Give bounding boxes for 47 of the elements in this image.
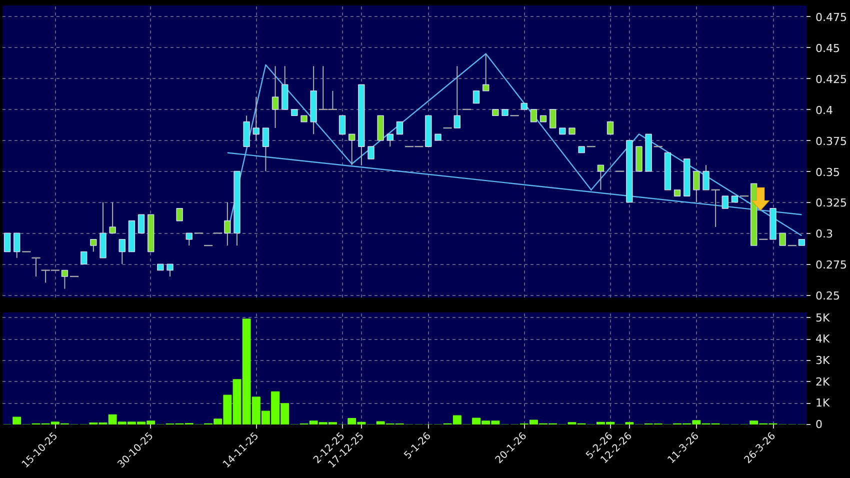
candlestick (176, 208, 183, 222)
candlestick (597, 164, 604, 190)
candlestick (262, 127, 270, 172)
candlestick (224, 202, 231, 246)
candlestick (472, 90, 480, 104)
y-tick-label: 4K (816, 332, 830, 346)
y-tick-label: 0.375 (816, 134, 847, 148)
candlestick (186, 232, 193, 246)
y-tick-label: 5K (816, 311, 830, 324)
y-tick-label: 1K (816, 396, 830, 410)
candlestick (61, 270, 68, 290)
y-tick-label: 0.45 (816, 42, 840, 56)
candlestick (338, 115, 346, 135)
candlestick (252, 96, 260, 141)
candlestick (606, 121, 614, 135)
candlestick (454, 66, 461, 128)
y-tick-label: 0.425 (816, 73, 847, 86)
candlestick (272, 66, 279, 128)
candlestick (80, 251, 88, 264)
candlestick (90, 238, 97, 252)
candlestick (702, 164, 710, 190)
candlestick (779, 232, 786, 246)
candlestick (386, 134, 394, 148)
y-tick-label: 0.3 (816, 228, 833, 241)
candlestick (693, 170, 700, 203)
candlestick (118, 238, 126, 265)
candlestick (4, 232, 11, 252)
candlestick (138, 214, 145, 234)
candlestick (549, 109, 556, 128)
candlestick (530, 109, 538, 122)
candlestick (166, 264, 174, 277)
candlestick (396, 121, 404, 135)
y-tick-label: 0.35 (816, 166, 840, 179)
candlestick (368, 146, 374, 160)
y-tick-label: 0 (816, 418, 822, 431)
candlestick (482, 53, 490, 92)
y-tick-label: 0.25 (816, 290, 840, 303)
y-tick-label: 0.275 (816, 258, 847, 272)
candlestick (722, 196, 729, 209)
y-tick-label: 2K (816, 375, 830, 388)
y-tick-label: 0.4 (816, 104, 833, 117)
y-tick-label: 3K (816, 354, 830, 367)
candlestick (109, 202, 116, 234)
candlestick (348, 134, 356, 166)
candlestick (13, 232, 20, 258)
y-tick-label: 0.325 (816, 196, 847, 210)
y-tick-label: 0.475 (816, 11, 847, 24)
